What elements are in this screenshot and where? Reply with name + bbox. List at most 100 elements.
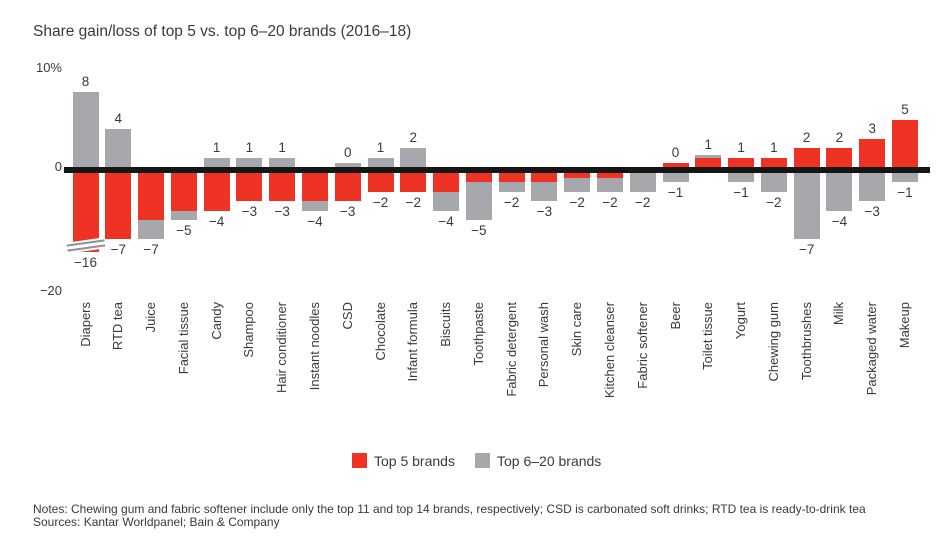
value-label: −3 xyxy=(536,204,553,220)
category-label-hair-conditioner: Hair conditioner xyxy=(274,302,290,394)
value-label: −2 xyxy=(503,194,520,210)
bar-top5-chocolate xyxy=(367,173,394,192)
value-label: 1 xyxy=(770,139,778,155)
bar-top620-biscuits xyxy=(433,191,460,211)
bar-top620-diapers xyxy=(72,91,99,167)
value-label: −7 xyxy=(110,241,126,257)
category-label-candy: Candy xyxy=(208,302,224,340)
bar-top620-milk xyxy=(826,173,853,211)
value-label: 8 xyxy=(81,73,90,89)
value-label: 3 xyxy=(868,120,876,136)
category-label-beer: Beer xyxy=(667,302,683,330)
bar-top5-makeup xyxy=(892,120,918,167)
value-label: −4 xyxy=(208,213,225,229)
bar-top620-toothpaste xyxy=(465,182,492,220)
bar-top5-toothbrushes xyxy=(793,148,820,167)
legend-swatch-top620 xyxy=(475,453,490,468)
bar-top620-personal-wash xyxy=(531,182,558,202)
category-label-shampoo: Shampoo xyxy=(241,302,257,358)
value-label: 0 xyxy=(343,145,352,160)
bar-top5-fabric-detergent xyxy=(498,173,525,183)
bar-top620-chocolate xyxy=(367,157,394,167)
bar-top5-packaged-water xyxy=(859,138,886,167)
bar-top5-milk xyxy=(826,148,853,167)
legend-swatch-top5 xyxy=(352,453,367,468)
bar-top620-shampoo xyxy=(236,157,263,167)
value-label: 2 xyxy=(802,130,811,146)
bar-top5-yogurt xyxy=(728,157,755,167)
bar-top5-hair-conditioner xyxy=(269,173,296,202)
bar-top620-csd xyxy=(334,163,361,167)
value-label: 1 xyxy=(376,139,385,155)
y-axis-tick-minus20: −20 xyxy=(39,283,62,298)
value-label: 4 xyxy=(114,111,123,127)
bar-top5-kitchen-cleanser xyxy=(596,173,623,178)
category-label-rtd-tea: RTD tea xyxy=(110,302,126,351)
bar-top620-packaged-water xyxy=(859,173,886,202)
value-label: −5 xyxy=(176,223,192,238)
value-label: −1 xyxy=(667,185,684,201)
value-label: 1 xyxy=(737,139,745,155)
category-label-chocolate: Chocolate xyxy=(372,302,388,361)
value-label: −4 xyxy=(438,213,454,229)
category-label-milk: Milk xyxy=(831,302,847,326)
bar-top620-yogurt xyxy=(728,173,755,183)
bar-top620-makeup xyxy=(892,173,918,183)
bar-top620-chewing-gum xyxy=(760,173,787,192)
category-label-yogurt: Yogurt xyxy=(733,302,749,340)
category-label-chewing-gum: Chewing gum xyxy=(765,302,781,382)
category-label-toilet-tissue: Toilet tissue xyxy=(700,302,716,370)
value-label: −16 xyxy=(74,255,97,270)
value-label: −2 xyxy=(602,194,618,210)
value-label: −3 xyxy=(864,204,880,220)
value-label: 2 xyxy=(835,130,844,146)
bar-top620-infant-formula xyxy=(400,148,427,167)
value-label: −2 xyxy=(405,194,421,210)
bar-top5-juice xyxy=(138,173,165,220)
bar-top5-shampoo xyxy=(236,173,263,202)
bar-top5-personal-wash xyxy=(531,173,558,183)
bar-top620-toilet-tissue xyxy=(695,154,722,158)
bar-top5-rtd-tea xyxy=(105,173,132,239)
value-label: 1 xyxy=(212,139,221,155)
bar-top5-skin-care xyxy=(564,173,591,178)
value-label: −4 xyxy=(307,213,323,229)
category-label-kitchen-cleanser: Kitchen cleanser xyxy=(601,302,617,399)
value-label: 5 xyxy=(901,102,909,117)
bar-top5-csd xyxy=(334,173,361,202)
value-label: −3 xyxy=(241,204,258,220)
category-label-instant-noodles: Instant noodles xyxy=(306,302,322,391)
category-label-biscuits: Biscuits xyxy=(438,302,454,347)
bar-top620-juice xyxy=(138,220,165,239)
value-label: −1 xyxy=(897,185,913,201)
legend-label-top620: Top 6–20 brands xyxy=(497,453,602,469)
bar-top620-instant-noodles xyxy=(301,201,328,211)
category-label-csd: CSD xyxy=(339,302,355,330)
sources-text: Sources: Kantar Worldpanel; Bain & Compa… xyxy=(33,515,280,529)
value-label: −7 xyxy=(143,241,159,257)
bar-top620-rtd-tea xyxy=(105,129,132,167)
value-label: −7 xyxy=(798,241,815,257)
category-label-juice: Juice xyxy=(143,302,159,333)
category-label-facial-tissue: Facial tissue xyxy=(175,302,191,375)
category-label-infant-formula: Infant formula xyxy=(405,302,421,382)
value-label: −2 xyxy=(635,194,651,210)
y-axis-tick-10: 10% xyxy=(35,60,62,75)
category-label-skin-care: Skin care xyxy=(569,302,585,357)
value-label: 1 xyxy=(278,139,286,155)
bar-top5-instant-noodles xyxy=(301,173,328,202)
bar-top5-chewing-gum xyxy=(760,157,787,167)
bar-top620-skin-care xyxy=(564,177,591,192)
bar-top620-hair-conditioner xyxy=(269,157,296,167)
bar-top5-biscuits xyxy=(433,173,460,192)
value-label: −3 xyxy=(274,204,290,220)
legend-label-top5: Top 5 brands xyxy=(374,453,455,469)
value-label: 1 xyxy=(245,139,254,155)
value-label: 1 xyxy=(704,136,713,152)
bar-top620-kitchen-cleanser xyxy=(596,177,623,192)
category-label-makeup: Makeup xyxy=(897,302,912,349)
value-label: −4 xyxy=(831,213,848,229)
category-label-personal-wash: Personal wash xyxy=(536,302,552,388)
bar-top620-candy xyxy=(203,157,230,167)
